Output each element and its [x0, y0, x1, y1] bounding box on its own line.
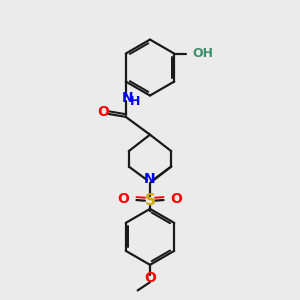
Text: O: O [118, 193, 129, 206]
Text: N: N [144, 172, 156, 186]
Text: O: O [171, 193, 182, 206]
Text: O: O [98, 106, 109, 119]
Text: H: H [130, 95, 140, 108]
Text: O: O [144, 271, 156, 285]
Text: N: N [122, 91, 133, 105]
Text: S: S [145, 193, 155, 208]
Text: OH: OH [192, 47, 213, 60]
